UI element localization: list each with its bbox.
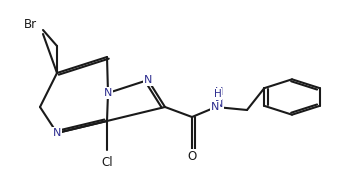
Text: N: N <box>144 75 152 85</box>
Text: H
N: H N <box>215 87 223 109</box>
Text: N: N <box>53 128 61 138</box>
Text: N: N <box>104 88 112 98</box>
Text: N: N <box>211 102 219 112</box>
Text: Cl: Cl <box>101 156 113 168</box>
Text: Br: Br <box>23 18 37 30</box>
Text: H: H <box>214 89 222 99</box>
Text: O: O <box>187 151 196 163</box>
